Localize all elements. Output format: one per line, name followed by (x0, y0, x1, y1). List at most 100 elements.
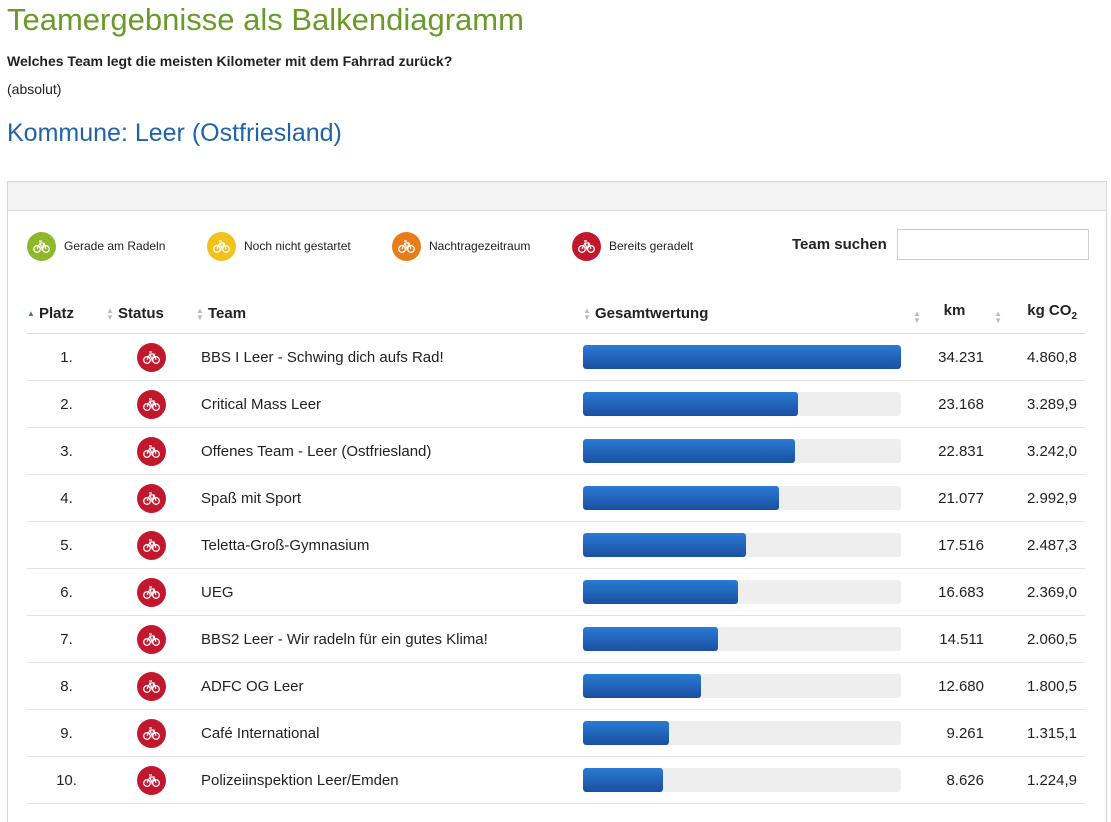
status-cell (106, 521, 196, 569)
rank-cell: 6. (27, 568, 106, 616)
sort-icon: ▲ ▼ (106, 305, 114, 322)
bicycle-icon (136, 624, 166, 654)
score-bar (583, 392, 901, 416)
table-header-row: ▲ Platz ▲ ▼ Status ▲ ▼ Team ▲ ▼ Gesamtwertung ▲… (27, 293, 1085, 334)
score-bar (583, 580, 901, 604)
table-row[interactable]: 8. ADFC OG Leer 12.680 1.800,5 (27, 662, 1085, 710)
column-header-team[interactable]: ▲ ▼ Team (196, 293, 583, 334)
co2-cell: 2.369,0 (986, 568, 1085, 616)
legend-item: Bereits geradelt (572, 231, 693, 261)
page-title: Teamergebnisse als Balkendiagramm (7, 2, 524, 37)
rank-cell: 10. (27, 756, 106, 804)
column-header-co2[interactable]: ▲ ▼ kg CO2 (986, 293, 1085, 334)
km-cell: 23.168 (911, 380, 986, 428)
table-row[interactable]: 1. BBS I Leer - Schwing dich aufs Rad! 34.… (27, 333, 1085, 381)
legend-label: Nachtragezeitraum (429, 239, 531, 253)
column-header-score[interactable]: ▲ ▼ Gesamtwertung (583, 293, 911, 334)
rank-cell: 3. (27, 427, 106, 475)
bicycle-icon (572, 231, 601, 261)
legend-item: Nachtragezeitraum (392, 231, 530, 261)
column-header-status[interactable]: ▲ ▼ Status (106, 293, 196, 334)
km-cell: 22.831 (911, 427, 986, 475)
km-cell: 12.680 (911, 662, 986, 710)
table-row[interactable]: 5. Teletta-Groß-Gymnasium 17.516 2.487,3 (27, 521, 1085, 569)
team-name-cell: Spaß mit Sport (196, 474, 583, 522)
score-bar (583, 486, 901, 510)
status-cell (106, 380, 196, 428)
co2-cell: 2.060,5 (986, 615, 1085, 663)
score-bar (583, 439, 901, 463)
co2-cell: 1.224,9 (986, 756, 1085, 804)
co2-cell: 3.289,9 (986, 380, 1085, 428)
bicycle-glyph (142, 444, 160, 458)
sort-icon: ▲ ▼ (913, 309, 921, 325)
score-bar-fill (583, 768, 664, 792)
score-cell (583, 709, 911, 757)
bicycle-glyph (142, 350, 160, 364)
rank-cell: 5. (27, 521, 106, 569)
column-header-rank[interactable]: ▲ Platz (27, 293, 106, 334)
score-bar-fill (583, 486, 779, 510)
score-bar (583, 345, 901, 369)
km-cell: 21.077 (911, 474, 986, 522)
co2-cell: 2.487,3 (986, 521, 1085, 569)
bicycle-icon (136, 530, 166, 560)
bicycle-icon (207, 231, 236, 261)
sort-icon: ▲ ▼ (583, 305, 591, 322)
score-cell (583, 756, 911, 804)
score-bar-fill (583, 345, 901, 369)
bicycle-icon (136, 389, 166, 419)
status-cell (106, 427, 196, 475)
bicycle-glyph (142, 538, 160, 552)
panel-header (8, 182, 1106, 211)
rank-cell: 1. (27, 333, 106, 381)
bicycle-icon (136, 436, 166, 466)
table-row[interactable]: 6. UEG 16.683 2.369,0 (27, 568, 1085, 616)
table-row[interactable]: 3. Offenes Team - Leer (Ostfriesland) 22.8… (27, 427, 1085, 475)
team-name-cell: Critical Mass Leer (196, 380, 583, 428)
bicycle-glyph (398, 239, 415, 253)
bicycle-glyph (142, 585, 160, 599)
bicycle-glyph (33, 239, 50, 253)
score-bar-fill (583, 580, 738, 604)
status-cell (106, 615, 196, 663)
bicycle-icon (136, 483, 166, 513)
score-bar (583, 721, 901, 745)
score-cell (583, 662, 911, 710)
km-cell: 34.231 (911, 333, 986, 381)
results-table: ▲ Platz ▲ ▼ Status ▲ ▼ Team ▲ ▼ Gesamtwertung ▲… (27, 293, 1085, 804)
column-header-km[interactable]: ▲ ▼ km (911, 293, 986, 334)
rank-cell: 2. (27, 380, 106, 428)
team-name-cell: BBS I Leer - Schwing dich aufs Rad! (196, 333, 583, 381)
bicycle-icon (136, 577, 166, 607)
legend-item: Gerade am Radeln (27, 231, 165, 261)
rank-cell: 7. (27, 615, 106, 663)
team-search-input[interactable] (897, 229, 1089, 260)
bicycle-icon (392, 231, 421, 261)
score-cell (583, 521, 911, 569)
team-name-cell: Polizeiinspektion Leer/Emden (196, 756, 583, 804)
bicycle-icon (27, 231, 56, 261)
table-row[interactable]: 9. Café International 9.261 1.315,1 (27, 709, 1085, 757)
legend-item: Noch nicht gestartet (207, 231, 351, 261)
bicycle-glyph (142, 679, 160, 693)
table-row[interactable]: 10. Polizeiinspektion Leer/Emden 8.626 1.22… (27, 756, 1085, 804)
table-row[interactable]: 4. Spaß mit Sport 21.077 2.992,9 (27, 474, 1085, 522)
team-name-cell: Offenes Team - Leer (Ostfriesland) (196, 427, 583, 475)
score-bar (583, 533, 901, 557)
status-cell (106, 756, 196, 804)
table-row[interactable]: 2. Critical Mass Leer 23.168 3.289,9 (27, 380, 1085, 428)
bicycle-glyph (142, 773, 160, 787)
score-cell (583, 333, 911, 381)
km-cell: 8.626 (911, 756, 986, 804)
table-row[interactable]: 7. BBS2 Leer - Wir radeln für ein gutes K… (27, 615, 1085, 663)
sort-icon: ▲ ▼ (994, 309, 1002, 325)
score-cell (583, 427, 911, 475)
km-cell: 17.516 (911, 521, 986, 569)
team-name-cell: BBS2 Leer - Wir radeln für ein gutes Kli… (196, 615, 583, 663)
score-bar (583, 674, 901, 698)
legend-label: Noch nicht gestartet (244, 239, 351, 253)
km-cell: 9.261 (911, 709, 986, 757)
rank-cell: 8. (27, 662, 106, 710)
score-cell (583, 474, 911, 522)
